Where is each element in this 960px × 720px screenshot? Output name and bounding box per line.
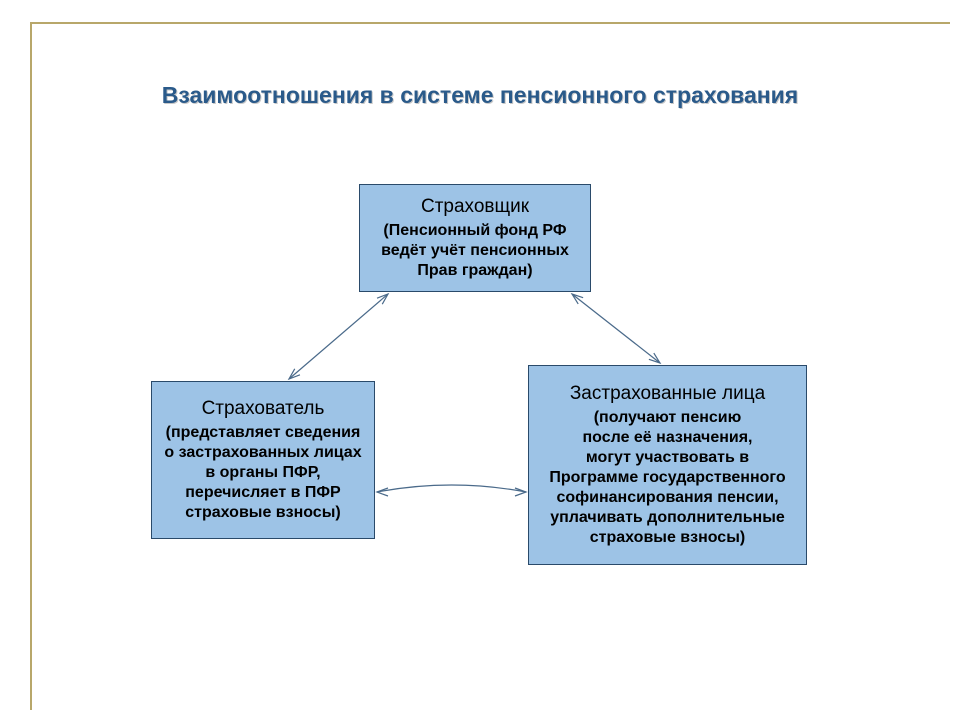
node-insurer-desc: (Пенсионный фонд РФведёт учёт пенсионных… [381, 221, 569, 281]
node-insurer: Страховщик (Пенсионный фонд РФведёт учёт… [359, 184, 591, 292]
node-insured-header: Застрахованные лица [570, 382, 765, 406]
node-insured-desc: (получают пенсиюпосле её назначения,могу… [549, 408, 785, 548]
node-insurer-header: Страховщик [421, 195, 529, 219]
node-policyholder-desc: (представляет сведенияо застрахованных л… [164, 423, 361, 523]
frame-left-line [30, 22, 32, 710]
frame-top-line [30, 22, 950, 24]
node-insured: Застрахованные лица (получают пенсиюпосл… [528, 365, 807, 565]
diagram-title: Взаимоотношения в системе пенсионного ст… [0, 82, 960, 109]
node-policyholder-header: Страхователь [202, 397, 325, 421]
node-policyholder: Страхователь (представляет сведенияо зас… [151, 381, 375, 539]
